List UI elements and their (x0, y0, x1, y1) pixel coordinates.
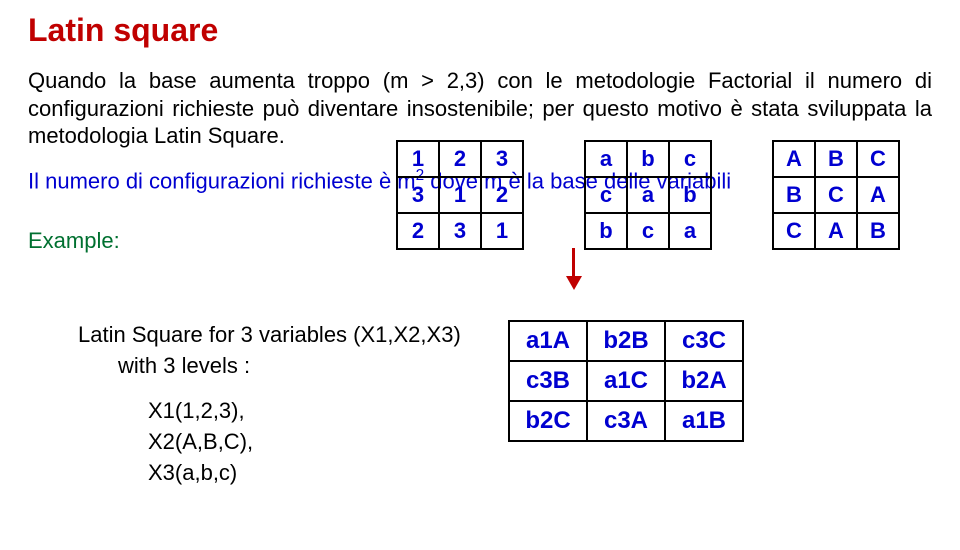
variables-description: Latin Square for 3 variables (X1,X2,X3) … (28, 320, 488, 488)
cell: C (857, 141, 899, 177)
cell: a (585, 141, 627, 177)
cell: A (815, 213, 857, 249)
cell: 3 (481, 141, 523, 177)
cell: 2 (481, 177, 523, 213)
cell: c (585, 177, 627, 213)
grid-1: 123 312 231 (396, 140, 524, 250)
cell: a1B (665, 401, 743, 441)
cell: A (857, 177, 899, 213)
cell: 2 (397, 213, 439, 249)
cell: C (815, 177, 857, 213)
var-2: X2(A,B,C), (78, 427, 488, 458)
cell: B (815, 141, 857, 177)
cell: 1 (397, 141, 439, 177)
cell: B (773, 177, 815, 213)
cell: C (773, 213, 815, 249)
cell: b2B (587, 321, 665, 361)
cell: 3 (397, 177, 439, 213)
cell: b2A (665, 361, 743, 401)
cell: 3 (439, 213, 481, 249)
cell: 1 (481, 213, 523, 249)
cell: 1 (439, 177, 481, 213)
bottom-row: Latin Square for 3 variables (X1,X2,X3) … (28, 320, 932, 488)
cell: a1A (509, 321, 587, 361)
arrow-down-icon (572, 248, 574, 288)
var-3: X3(a,b,c) (78, 458, 488, 489)
cell: b (627, 141, 669, 177)
cell: a (669, 213, 711, 249)
cell: a (627, 177, 669, 213)
cell: c (669, 141, 711, 177)
paragraph-1: Quando la base aumenta troppo (m > 2,3) … (28, 67, 932, 150)
cell: A (773, 141, 815, 177)
grid-2: abc cab bca (584, 140, 712, 250)
para1-text: Quando la base aumenta troppo (m > 2,3) … (28, 68, 932, 148)
cell: b (585, 213, 627, 249)
para2-prefix: Il numero di configurazioni richieste è … (28, 168, 416, 193)
title-text: Latin square (28, 12, 218, 48)
result-grid: a1Ab2Bc3C c3Ba1Cb2A b2Cc3Aa1B (508, 320, 744, 442)
desc-line-2: with 3 levels : (78, 351, 488, 382)
cell: c (627, 213, 669, 249)
desc-line-1: Latin Square for 3 variables (X1,X2,X3) (78, 320, 488, 351)
cell: c3A (587, 401, 665, 441)
cell: B (857, 213, 899, 249)
grid-3: ABC BCA CAB (772, 140, 900, 250)
example-text: Example: (28, 228, 120, 253)
cell: 2 (439, 141, 481, 177)
cell: b2C (509, 401, 587, 441)
cell: c3B (509, 361, 587, 401)
var-1: X1(1,2,3), (78, 396, 488, 427)
latin-square-grids: 123 312 231 abc cab bca ABC BCA CAB (396, 140, 900, 250)
result-area: a1Ab2Bc3C c3Ba1Cb2A b2Cc3Aa1B (508, 320, 744, 442)
cell: a1C (587, 361, 665, 401)
cell: b (669, 177, 711, 213)
page-title: Latin square (28, 12, 932, 49)
cell: c3C (665, 321, 743, 361)
